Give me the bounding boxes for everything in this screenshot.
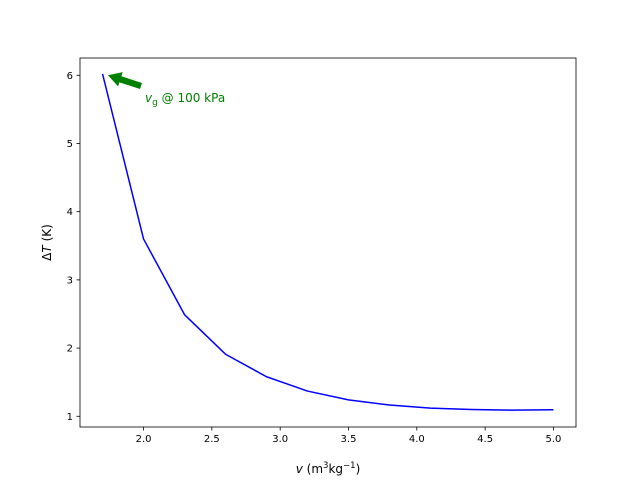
plot-area: [101, 73, 554, 411]
y-tick-label: 2: [67, 344, 73, 355]
y-tick-label: 6: [67, 71, 73, 82]
x-axis-label: v (m3kg−1): [296, 461, 361, 476]
series-line-0: [101, 73, 554, 411]
axes-frame: [79, 57, 577, 428]
x-tick-label: 5.0: [546, 434, 562, 445]
x-axis-label-var: v: [296, 462, 304, 476]
x-tick-label: 3.5: [341, 434, 357, 445]
axis-ticks: 2.0 2.5 3.0 3.5 4.0 4.5 5.0 1 2 3 4 5 6: [67, 71, 562, 445]
annotation-text: vg @ 100 kPa: [145, 91, 225, 108]
y-tick-label: 1: [67, 412, 73, 423]
x-tick-label: 4.0: [409, 434, 425, 445]
x-tick-label: 2.5: [204, 434, 220, 445]
x-tick-label: 3.0: [272, 434, 288, 445]
annotation: vg @ 100 kPa: [108, 72, 225, 108]
annotation-arrow: [108, 72, 142, 90]
y-axis-label: ΔT (K): [40, 224, 54, 261]
x-tick-label: 2.0: [136, 434, 152, 445]
x-tick-label: 4.5: [477, 434, 493, 445]
y-tick-label: 4: [67, 207, 73, 218]
y-tick-label: 5: [67, 139, 73, 150]
y-tick-label: 3: [67, 275, 73, 286]
